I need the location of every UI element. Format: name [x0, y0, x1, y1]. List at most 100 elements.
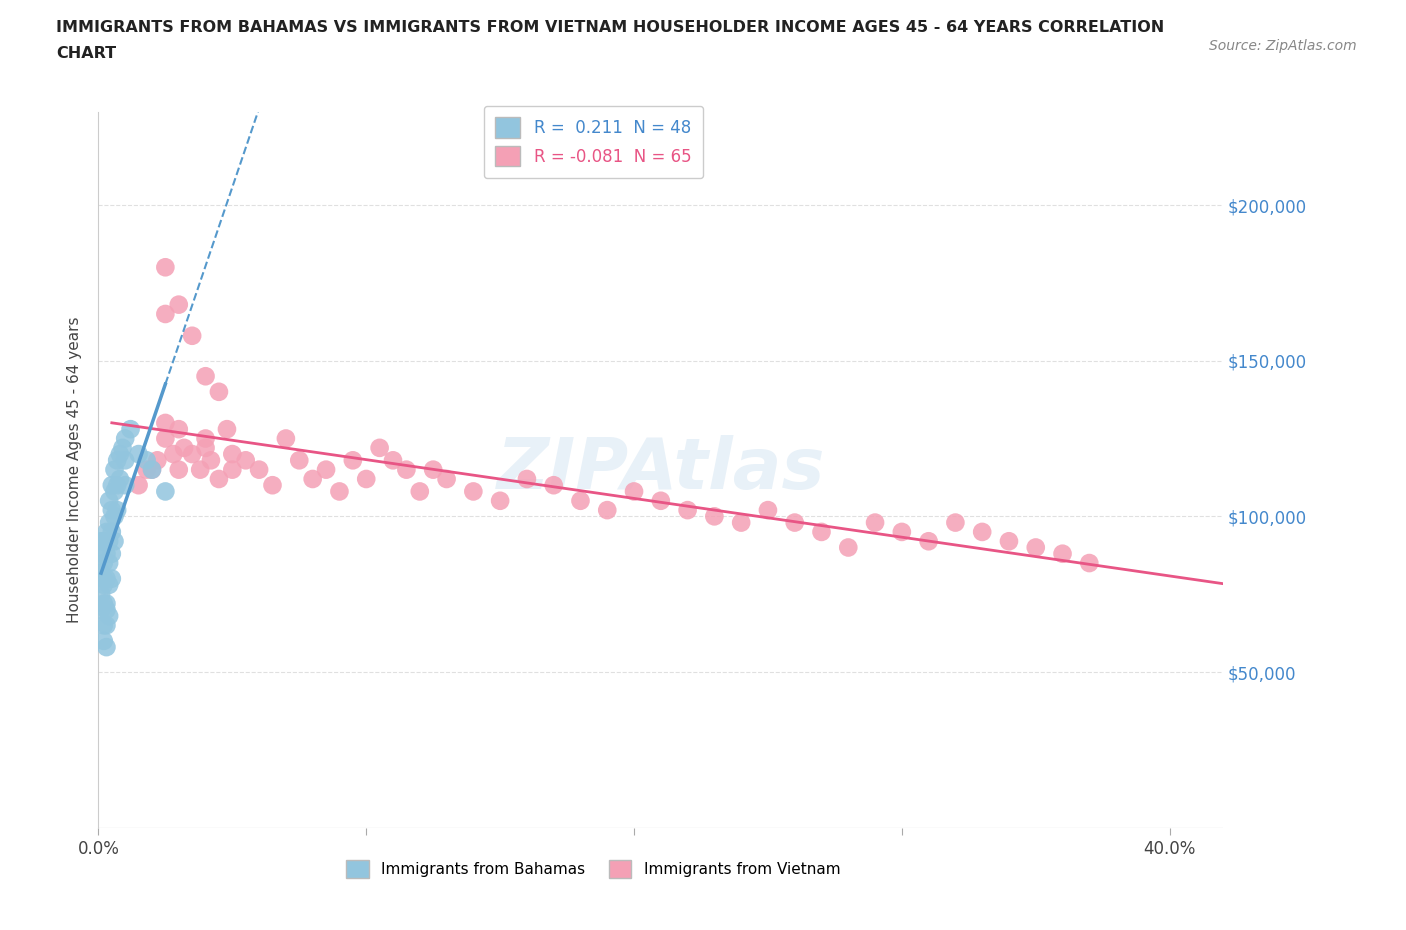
Point: [111, 441, 134, 456]
Point: [103, 484, 125, 498]
Point: [208, 384, 231, 399]
Legend: Immigrants from Bahamas, Immigrants from Vietnam: Immigrants from Bahamas, Immigrants from…: [340, 854, 846, 884]
Point: [135, 462, 157, 477]
Point: [135, 453, 157, 468]
Point: [315, 462, 337, 477]
Point: [93, 555, 115, 570]
Point: [167, 298, 190, 312]
Point: [354, 472, 377, 486]
Point: [368, 441, 391, 456]
Point: [93, 578, 115, 592]
Point: [810, 525, 832, 539]
Point: [98, 608, 121, 623]
Point: [90, 534, 112, 549]
Point: [783, 515, 806, 530]
Point: [1025, 540, 1047, 555]
Point: [208, 472, 231, 486]
Point: [101, 525, 124, 539]
Point: [93, 596, 115, 611]
Point: [1052, 546, 1074, 561]
Point: [436, 472, 458, 486]
Point: [194, 441, 217, 456]
Point: [262, 478, 284, 493]
Point: [155, 307, 177, 322]
Point: [103, 534, 125, 549]
Point: [141, 462, 163, 477]
Point: [194, 369, 217, 384]
Y-axis label: Householder Income Ages 45 - 64 years: Householder Income Ages 45 - 64 years: [66, 316, 82, 623]
Text: CHART: CHART: [56, 46, 117, 61]
Point: [103, 462, 125, 477]
Point: [569, 493, 592, 508]
Point: [105, 503, 128, 518]
Point: [128, 446, 150, 461]
Point: [103, 509, 125, 524]
Point: [90, 587, 112, 602]
Point: [90, 603, 112, 618]
Point: [422, 462, 444, 477]
Text: IMMIGRANTS FROM BAHAMAS VS IMMIGRANTS FROM VIETNAM HOUSEHOLDER INCOME AGES 45 - : IMMIGRANTS FROM BAHAMAS VS IMMIGRANTS FR…: [56, 20, 1164, 35]
Point: [146, 453, 169, 468]
Point: [162, 446, 184, 461]
Point: [96, 618, 118, 632]
Point: [101, 546, 124, 561]
Point: [181, 446, 204, 461]
Point: [128, 478, 150, 493]
Point: [703, 509, 725, 524]
Point: [863, 515, 886, 530]
Point: [235, 453, 257, 468]
Point: [155, 416, 177, 431]
Point: [188, 462, 211, 477]
Point: [105, 453, 128, 468]
Point: [108, 472, 131, 486]
Point: [463, 484, 485, 498]
Point: [96, 525, 118, 539]
Point: [730, 515, 752, 530]
Point: [173, 441, 195, 456]
Point: [93, 618, 115, 632]
Point: [543, 478, 565, 493]
Point: [101, 478, 124, 493]
Point: [93, 534, 115, 549]
Text: Source: ZipAtlas.com: Source: ZipAtlas.com: [1209, 39, 1357, 53]
Point: [395, 462, 418, 477]
Point: [998, 534, 1021, 549]
Point: [93, 633, 115, 648]
Point: [93, 571, 115, 586]
Point: [98, 555, 121, 570]
Point: [972, 525, 994, 539]
Point: [301, 472, 323, 486]
Point: [215, 421, 238, 436]
Point: [837, 540, 859, 555]
Point: [917, 534, 939, 549]
Point: [167, 421, 190, 436]
Point: [516, 472, 538, 486]
Point: [756, 503, 779, 518]
Point: [96, 596, 118, 611]
Point: [676, 503, 699, 518]
Point: [98, 578, 121, 592]
Point: [96, 640, 118, 655]
Point: [247, 462, 270, 477]
Point: [155, 259, 177, 274]
Point: [114, 432, 136, 446]
Point: [98, 493, 121, 508]
Point: [623, 484, 645, 498]
Point: [141, 462, 163, 477]
Point: [945, 515, 967, 530]
Point: [1078, 555, 1101, 570]
Point: [409, 484, 432, 498]
Point: [108, 446, 131, 461]
Point: [221, 462, 243, 477]
Point: [155, 432, 177, 446]
Point: [167, 462, 190, 477]
Point: [596, 503, 619, 518]
Point: [98, 534, 121, 549]
Point: [200, 453, 222, 468]
Point: [105, 478, 128, 493]
Point: [194, 432, 217, 446]
Point: [890, 525, 912, 539]
Point: [101, 503, 124, 518]
Point: [328, 484, 350, 498]
Point: [90, 565, 112, 579]
